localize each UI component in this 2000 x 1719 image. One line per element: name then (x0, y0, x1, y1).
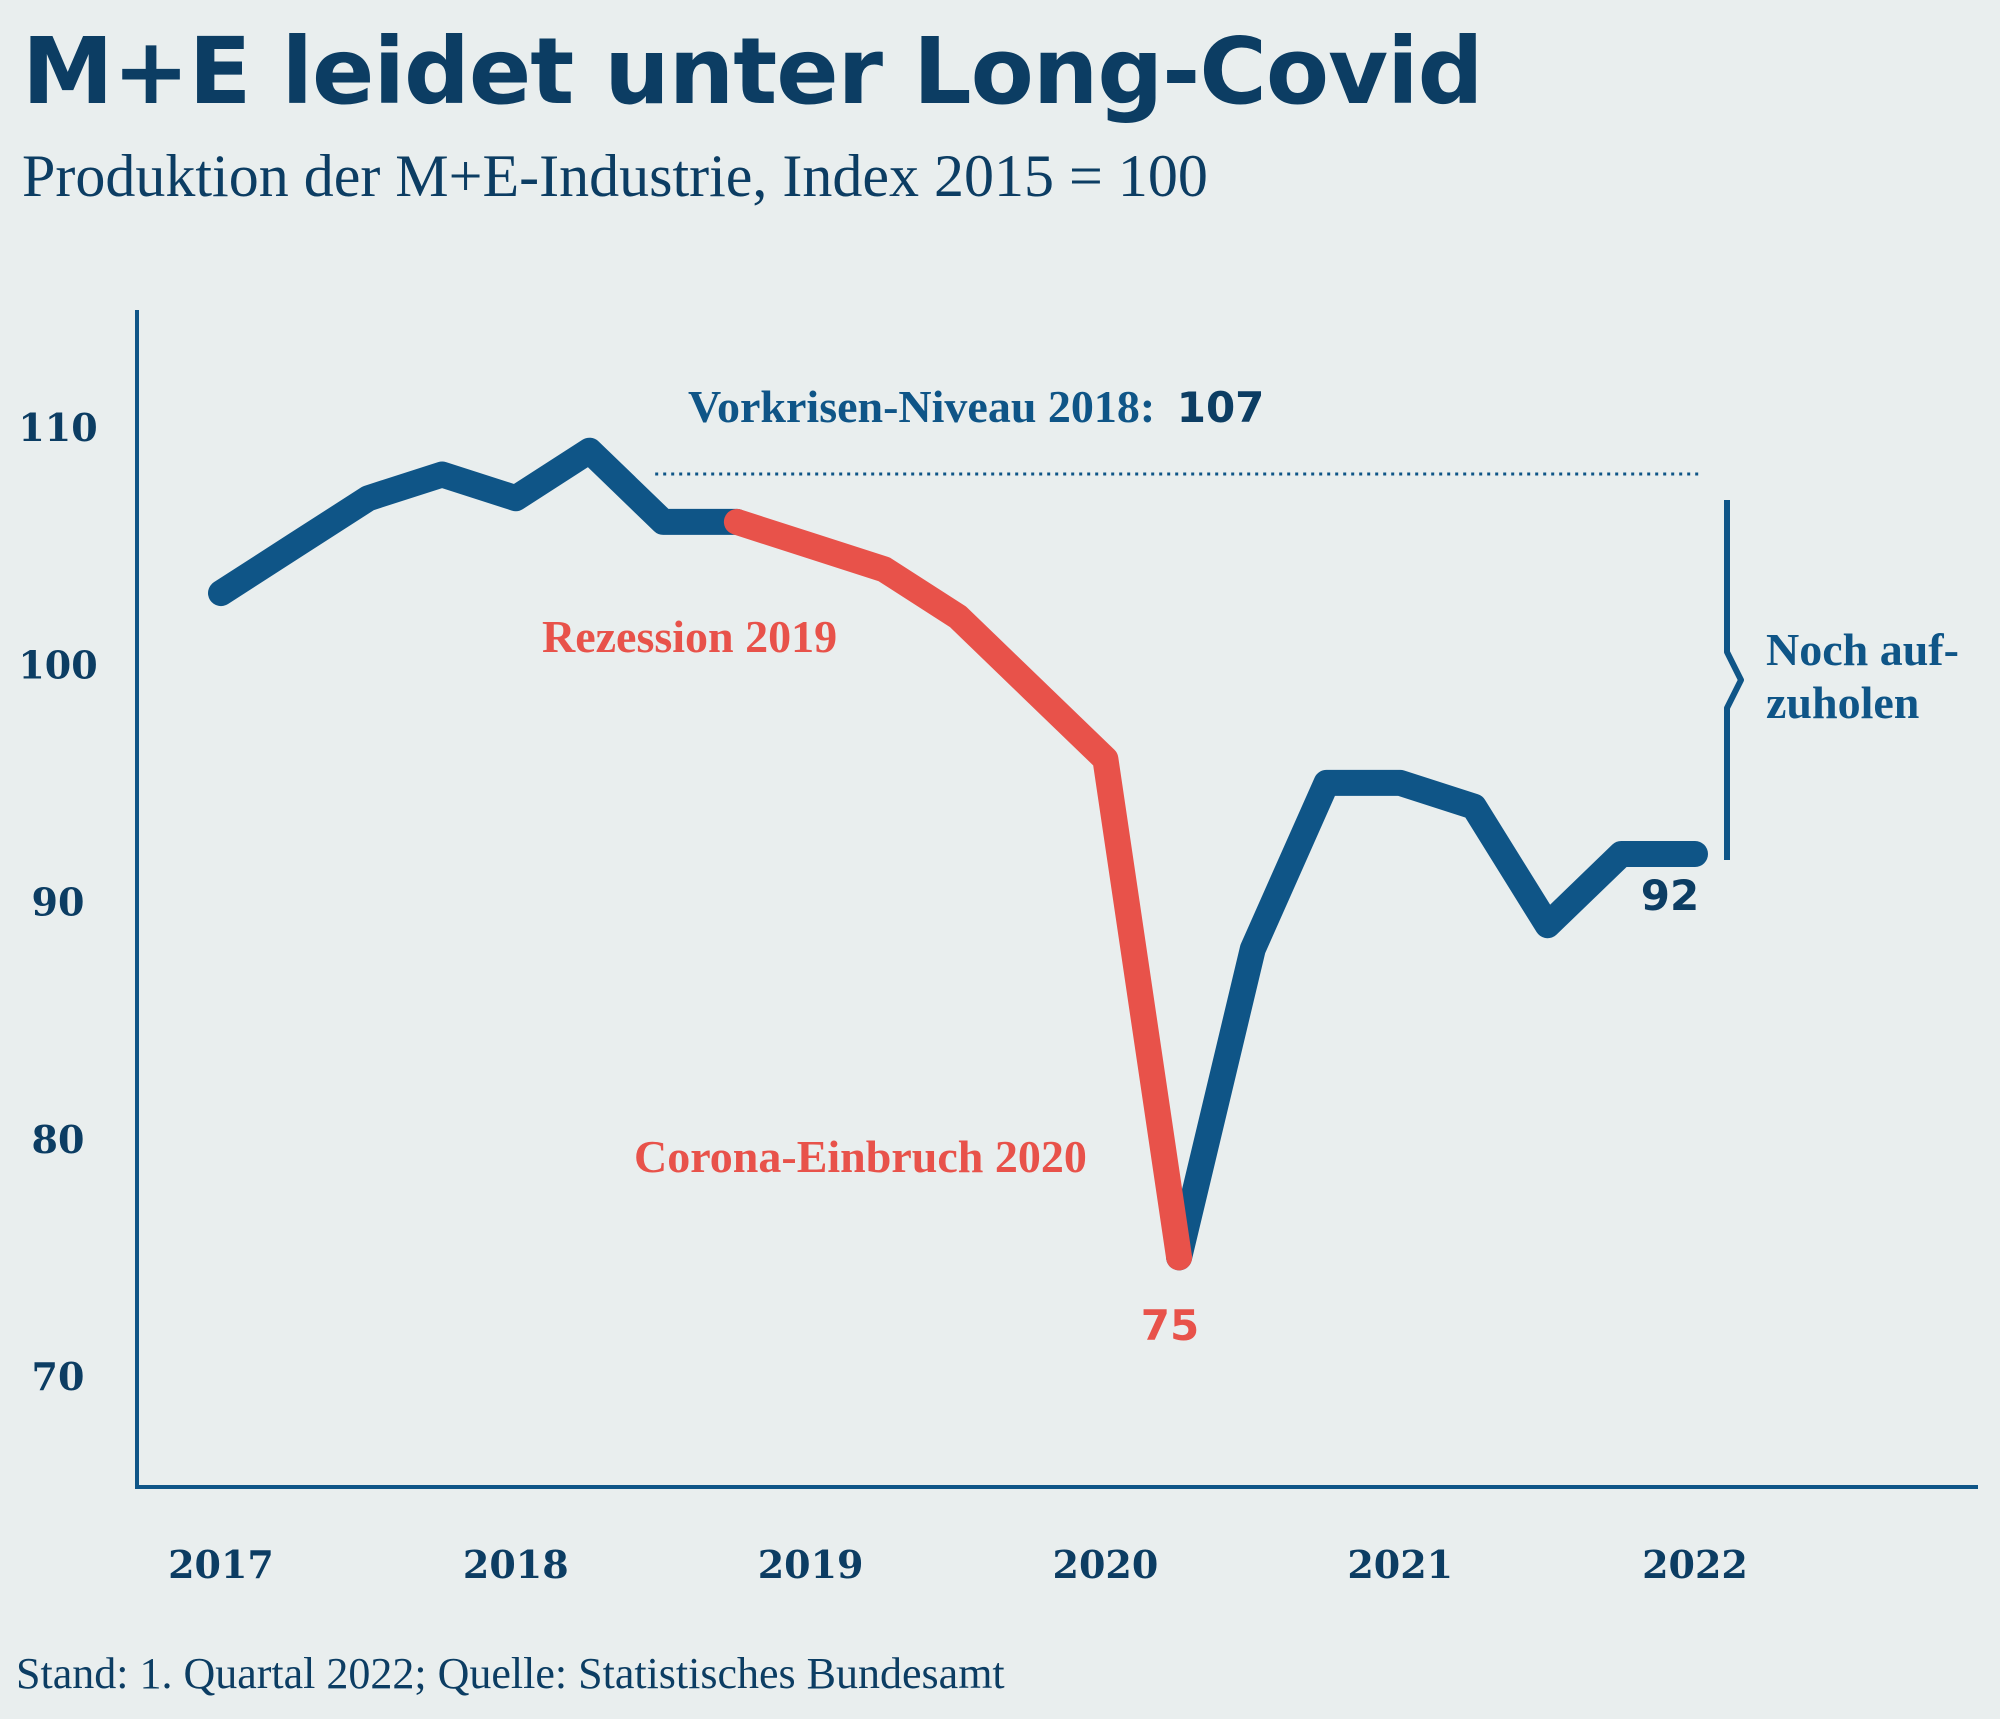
y-axis-ticks: 70 80 90 100 110 (18, 405, 97, 1399)
y-tick-label: 100 (18, 642, 97, 687)
gap-label-line1: Noch auf- (1766, 624, 1959, 675)
gap-label-line2: zuholen (1766, 677, 1919, 728)
min-value-label: 75 (1141, 1301, 1199, 1350)
x-tick-label: 2018 (463, 1542, 569, 1587)
y-tick-label: 110 (18, 405, 97, 450)
x-tick-label: 2022 (1642, 1542, 1748, 1587)
pre-crisis-label: Vorkrisen-Niveau 2018: 107 (688, 381, 1264, 432)
y-tick-label: 80 (32, 1117, 85, 1162)
x-tick-label: 2019 (758, 1542, 864, 1587)
recession-label: Rezession 2019 (542, 611, 837, 662)
y-tick-label: 90 (32, 880, 85, 925)
production-series (208, 437, 1708, 1271)
x-axis-ticks: 2017 2018 2019 2020 2021 2022 (168, 1542, 1748, 1587)
x-tick-label: 2021 (1347, 1542, 1453, 1587)
series-line (208, 437, 750, 607)
series-line-crisis (723, 508, 1193, 1271)
gap-bracket (1724, 500, 1744, 860)
last-value-label: 92 (1641, 871, 1699, 920)
pre-crisis-value: 107 (1177, 383, 1265, 432)
chart-title: M+E leidet unter Long-Covid (22, 18, 1483, 125)
x-tick-label: 2020 (1053, 1542, 1159, 1587)
corona-label: Corona-Einbruch 2020 (634, 1131, 1087, 1182)
pre-crisis-text: Vorkrisen-Niveau 2018: (688, 381, 1155, 432)
series-line (1166, 769, 1708, 1271)
x-tick-label: 2017 (168, 1542, 274, 1587)
source-note: Stand: 1. Quartal 2022; Quelle: Statisti… (16, 1649, 1005, 1698)
y-tick-label: 70 (32, 1354, 85, 1399)
chart-subtitle: Produktion der M+E-Industrie, Index 2015… (22, 143, 1208, 209)
